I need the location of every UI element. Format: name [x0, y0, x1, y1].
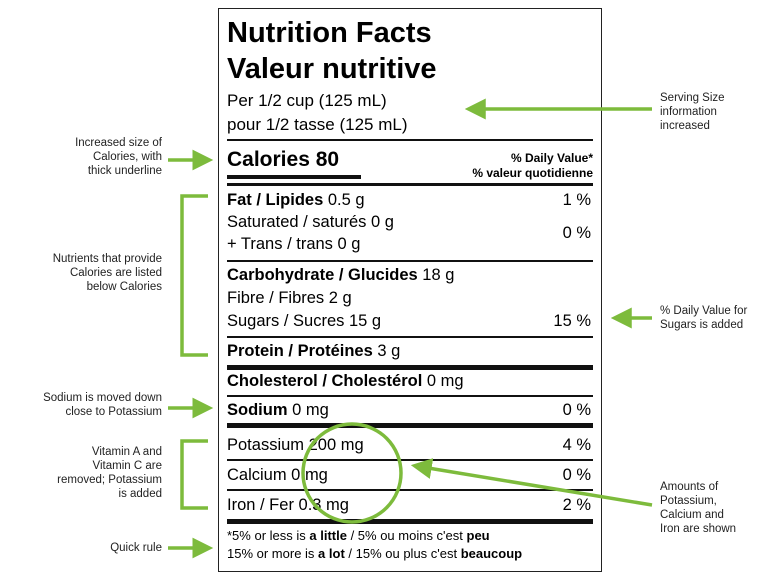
carb-label: Carbohydrate / Glucides	[227, 266, 418, 284]
label-title-en: Nutrition Facts	[227, 17, 432, 49]
rule	[227, 336, 593, 338]
fat-row: Fat / Lipides 0.5 g	[227, 190, 365, 210]
sat-trans-dv: 0 %	[562, 224, 591, 242]
footnote-line-2: 15% or more is a lot / 15% ou plus c'est…	[227, 546, 522, 562]
fat-dv: 1 %	[562, 191, 591, 209]
carb-amount: 18 g	[417, 266, 455, 284]
potassium-dv: 4 %	[562, 436, 591, 454]
iron-dv: 2 %	[562, 496, 591, 514]
sodium-amount: 0 mg	[287, 401, 329, 419]
arrow-minerals	[410, 458, 653, 507]
serving-size-en: Per 1/2 cup (125 mL)	[227, 91, 387, 110]
annotation-calories: Increased size of Calories, with thick u…	[75, 137, 162, 177]
sodium-row: Sodium 0 mg	[227, 400, 329, 420]
sodium-dv: 0 %	[562, 401, 591, 419]
cholesterol-row: Cholesterol / Cholestérol 0 mg	[227, 371, 464, 391]
cholesterol-amount: 0 mg	[422, 372, 464, 390]
annotation-serving: Serving Size information increased	[660, 92, 725, 132]
rule	[227, 423, 593, 428]
footnote-text: 15% or more is	[227, 546, 319, 561]
footnote-line-1: *5% or less is a little / 5% ou moins c'…	[227, 528, 490, 544]
cholesterol-label: Cholesterol / Cholestérol	[227, 372, 423, 390]
rule	[227, 139, 593, 141]
potassium-row: Potassium 200 mg	[227, 436, 364, 454]
bracket-nutrients	[180, 194, 208, 357]
sugars-dv: 15 %	[553, 312, 591, 330]
rule	[227, 183, 593, 186]
rule	[227, 519, 593, 524]
calories-underline	[227, 175, 361, 179]
rule	[227, 260, 593, 262]
fat-label: Fat / Lipides	[227, 191, 324, 209]
nutrition-label: Nutrition Facts Valeur nutritive Per 1/2…	[218, 8, 602, 572]
dv-header-fr: % valeur quotidienne	[472, 166, 593, 180]
sodium-label: Sodium	[227, 401, 288, 419]
footnote-bold: beaucoup	[460, 546, 523, 561]
annotation-nutrients: Nutrients that provide Calories are list…	[52, 253, 162, 293]
fibre-row: Fibre / Fibres 2 g	[227, 289, 352, 307]
footnote-text: *5% or less is	[227, 528, 310, 543]
annotation-vitamins: Vitamin A and Vitamin C are removed; Pot…	[57, 446, 162, 500]
label-title-fr: Valeur nutritive	[227, 53, 437, 85]
protein-row: Protein / Protéines 3 g	[227, 341, 400, 361]
carb-row: Carbohydrate / Glucides 18 g	[227, 265, 454, 285]
annotation-quick-rule: Quick rule	[110, 542, 162, 554]
footnote-bold: a lot	[318, 546, 345, 561]
sugars-row: Sugars / Sucres 15 g	[227, 312, 382, 330]
footnote-bold: peu	[466, 528, 490, 543]
protein-amount: 3 g	[372, 342, 401, 360]
rule	[227, 395, 593, 397]
rule	[227, 365, 593, 370]
highlight-circle	[301, 422, 403, 524]
trans-row: + Trans / trans 0 g	[227, 235, 361, 253]
calories: Calories 80	[227, 148, 340, 171]
footnote-bold: a little	[309, 528, 347, 543]
calcium-dv: 0 %	[562, 466, 591, 484]
bracket-vitamins	[180, 439, 208, 510]
fat-amount: 0.5 g	[323, 191, 365, 209]
annotation-sugars-dv: % Daily Value for Sugars is added	[660, 305, 748, 331]
dv-header-en: % Daily Value*	[510, 151, 593, 165]
rule	[227, 459, 593, 461]
annotation-sodium: Sodium is moved down close to Potassium	[43, 392, 162, 418]
serving-size-fr: pour 1/2 tasse (125 mL)	[227, 115, 408, 134]
footnote-text: / 5% ou moins c'est	[346, 528, 467, 543]
footnote-text: / 15% ou plus c'est	[344, 546, 461, 561]
rule	[227, 489, 593, 491]
annotation-minerals: Amounts of Potassium, Calcium and Iron a…	[660, 481, 737, 535]
saturated-row: Saturated / saturés 0 g	[227, 213, 394, 231]
protein-label: Protein / Protéines	[227, 342, 373, 360]
